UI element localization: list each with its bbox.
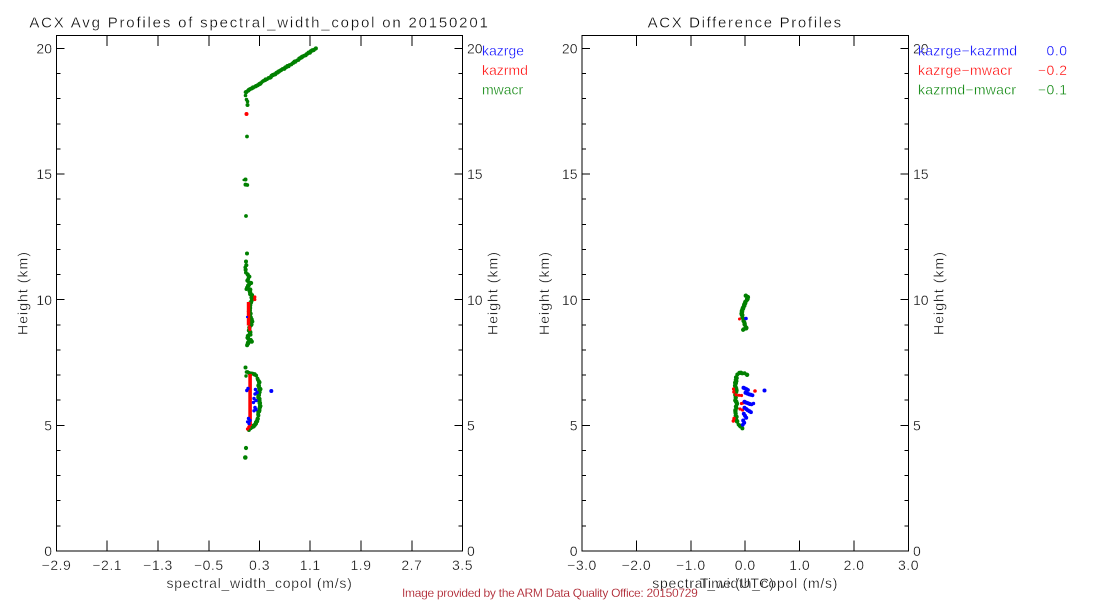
svg-text:20: 20 xyxy=(36,41,52,57)
svg-text:Height (km): Height (km) xyxy=(536,251,552,335)
svg-text:15: 15 xyxy=(913,166,929,182)
svg-text:0: 0 xyxy=(570,543,578,559)
svg-text:Height (km): Height (km) xyxy=(15,251,31,335)
svg-text:Image provided by the ARM Data: Image provided by the ARM Data Quality O… xyxy=(402,586,698,600)
svg-text:0.0: 0.0 xyxy=(735,557,756,573)
svg-text:5: 5 xyxy=(44,418,52,434)
svg-text:kazrge−kazrmd: kazrge−kazrmd xyxy=(918,43,1017,59)
svg-text:20: 20 xyxy=(562,41,578,57)
svg-text:−2.9: −2.9 xyxy=(42,557,72,573)
svg-text:−0.1: −0.1 xyxy=(1038,82,1068,98)
svg-text:10: 10 xyxy=(562,292,578,308)
svg-text:kazrge−mwacr: kazrge−mwacr xyxy=(918,62,1013,78)
svg-text:Time (UTC): Time (UTC) xyxy=(700,575,775,591)
svg-text:2.7: 2.7 xyxy=(401,557,422,573)
svg-text:0.0: 0.0 xyxy=(1047,43,1068,59)
svg-text:ACX Avg Profiles of spectral_w: ACX Avg Profiles of spectral_width_copol… xyxy=(29,15,489,32)
svg-text:−1.3: −1.3 xyxy=(143,557,173,573)
svg-text:mwacr: mwacr xyxy=(482,82,524,98)
svg-text:5: 5 xyxy=(913,418,921,434)
svg-text:5: 5 xyxy=(570,418,578,434)
svg-text:−2.0: −2.0 xyxy=(622,557,652,573)
svg-text:10: 10 xyxy=(36,292,52,308)
svg-text:1.9: 1.9 xyxy=(351,557,372,573)
svg-text:15: 15 xyxy=(467,166,483,182)
svg-text:Height (km): Height (km) xyxy=(931,251,947,335)
svg-text:−0.2: −0.2 xyxy=(1038,62,1068,78)
svg-text:−1.0: −1.0 xyxy=(676,557,706,573)
svg-text:0.3: 0.3 xyxy=(249,557,270,573)
svg-text:20: 20 xyxy=(913,41,929,57)
svg-text:kazrmd: kazrmd xyxy=(482,62,528,78)
svg-text:kazrge: kazrge xyxy=(482,43,524,59)
svg-text:15: 15 xyxy=(36,166,52,182)
svg-text:kazrmd−mwacr: kazrmd−mwacr xyxy=(918,82,1016,98)
svg-text:10: 10 xyxy=(913,292,929,308)
svg-text:3.0: 3.0 xyxy=(898,557,919,573)
svg-text:10: 10 xyxy=(467,292,483,308)
svg-text:2.0: 2.0 xyxy=(844,557,865,573)
svg-text:−2.1: −2.1 xyxy=(92,557,122,573)
svg-text:1.0: 1.0 xyxy=(789,557,810,573)
svg-text:0: 0 xyxy=(913,543,921,559)
svg-text:Height (km): Height (km) xyxy=(485,251,501,335)
svg-text:spectral_width_copol (m/s): spectral_width_copol (m/s) xyxy=(166,575,352,591)
svg-text:ACX Difference Profiles: ACX Difference Profiles xyxy=(648,15,843,32)
svg-text:20: 20 xyxy=(467,41,483,57)
svg-text:spectral_width_copol (m/s): spectral_width_copol (m/s) xyxy=(652,575,838,591)
svg-text:1.1: 1.1 xyxy=(300,557,321,573)
svg-text:0: 0 xyxy=(467,543,475,559)
svg-text:−0.5: −0.5 xyxy=(194,557,224,573)
svg-text:15: 15 xyxy=(562,166,578,182)
svg-text:0: 0 xyxy=(44,543,52,559)
svg-text:3.5: 3.5 xyxy=(452,557,473,573)
svg-text:5: 5 xyxy=(467,418,475,434)
svg-text:−3.0: −3.0 xyxy=(567,557,597,573)
